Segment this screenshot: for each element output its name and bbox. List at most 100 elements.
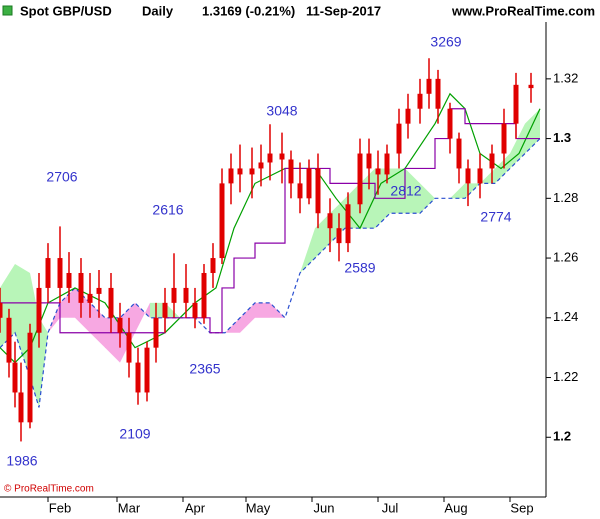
cloud-segment [240, 302, 255, 333]
candle-body [96, 287, 102, 294]
candle-body [447, 108, 453, 139]
cloud-segment [105, 317, 120, 363]
y-tick-label: 1.28 [553, 190, 578, 205]
x-tick-label: Apr [185, 500, 206, 515]
candle-body [36, 287, 42, 333]
candle-body [267, 153, 273, 163]
candle-body [279, 153, 285, 160]
candle-body [153, 317, 159, 348]
x-tick-label: Jun [314, 500, 335, 515]
candle-body [237, 168, 243, 175]
header-bar [0, 0, 600, 22]
x-tick-label: Aug [444, 500, 467, 515]
candle-body [6, 317, 12, 363]
period: Daily [142, 3, 174, 18]
candle-body [45, 258, 51, 288]
candle-body [210, 258, 216, 273]
candle-body [426, 78, 432, 94]
cloud-segment [150, 302, 165, 318]
candle-body [57, 258, 63, 288]
plot-area [0, 58, 541, 442]
candle-body [258, 162, 264, 169]
annotation: 2616 [152, 202, 183, 218]
candle-body [315, 168, 321, 214]
x-tick-label: Jul [382, 500, 399, 515]
copyright: © ProRealTime.com [4, 484, 94, 495]
x-tick-label: Feb [49, 500, 71, 515]
candle-body [366, 153, 372, 169]
cloud-segment [420, 183, 435, 214]
candle-body [327, 213, 333, 229]
candle-body [144, 347, 150, 393]
annotation: 2706 [46, 169, 77, 185]
cloud-segment [15, 264, 30, 378]
annotation: 2365 [189, 361, 220, 377]
candle-body [108, 287, 114, 318]
candle-body [513, 84, 519, 124]
cloud-segment [300, 228, 315, 273]
cloud-segment [525, 108, 540, 154]
candle-body [297, 183, 303, 199]
x-tick-label: May [246, 500, 271, 515]
candle-body [126, 332, 132, 363]
candle-body [384, 153, 390, 175]
candle-body [477, 168, 483, 184]
cloud-span-b [0, 138, 541, 408]
candle-body [0, 302, 3, 318]
candle-body [117, 317, 123, 333]
annotation: 3269 [430, 34, 461, 50]
candle-body [171, 287, 177, 303]
candle-body [288, 159, 294, 184]
cloud-segment [255, 302, 270, 318]
candle-body [489, 153, 495, 169]
candle-body [435, 78, 441, 109]
annotation: 2812 [390, 183, 421, 199]
annotation: 2774 [480, 209, 511, 225]
y-tick-label: 1.24 [553, 309, 578, 324]
candle-body [396, 123, 402, 154]
candle-body [135, 362, 141, 393]
candle-body [528, 84, 534, 89]
cloud-segment [165, 302, 180, 318]
candle-body [465, 168, 471, 184]
y-tick-label: 1.32 [553, 70, 578, 85]
candle-body [27, 332, 33, 423]
candle-body [357, 153, 363, 205]
candle-body [336, 228, 342, 244]
cloud-segment [450, 183, 465, 199]
cloud-segment [60, 287, 75, 318]
candle-body [456, 138, 462, 169]
candle-body [417, 93, 423, 109]
candle-body [183, 287, 189, 303]
last-price: 1.3169 (-0.21%) [202, 3, 295, 18]
icon [2, 5, 13, 16]
candle-body [66, 272, 72, 288]
x-tick-label: Mar [118, 500, 141, 515]
source: www.ProRealTime.com [451, 3, 595, 18]
y-tick-label: 1.26 [553, 249, 578, 264]
annotation: 3048 [266, 103, 297, 119]
date: 11-Sep-2017 [306, 3, 381, 18]
candle-body [306, 168, 312, 199]
candle-body [87, 293, 93, 303]
candle-body [12, 362, 18, 393]
candle-body [78, 272, 84, 303]
cloud-segment [315, 213, 330, 259]
cloud-segment [135, 302, 150, 333]
candle-body [375, 168, 381, 175]
cloud-segment [405, 168, 420, 214]
candle-body [162, 302, 168, 318]
x-tick-label: Sep [510, 500, 533, 515]
annotation: 1986 [6, 453, 37, 469]
instrument: Spot GBP/USD [20, 3, 112, 18]
candle-body [228, 168, 234, 184]
y-tick-label: 1.3 [553, 130, 571, 145]
annotation: 2589 [344, 260, 375, 276]
y-tick-label: 1.22 [553, 369, 578, 384]
candle-body [18, 392, 24, 423]
y-tick-label: 1.2 [553, 429, 571, 444]
candle-body [345, 204, 351, 244]
candle-body [405, 108, 411, 124]
